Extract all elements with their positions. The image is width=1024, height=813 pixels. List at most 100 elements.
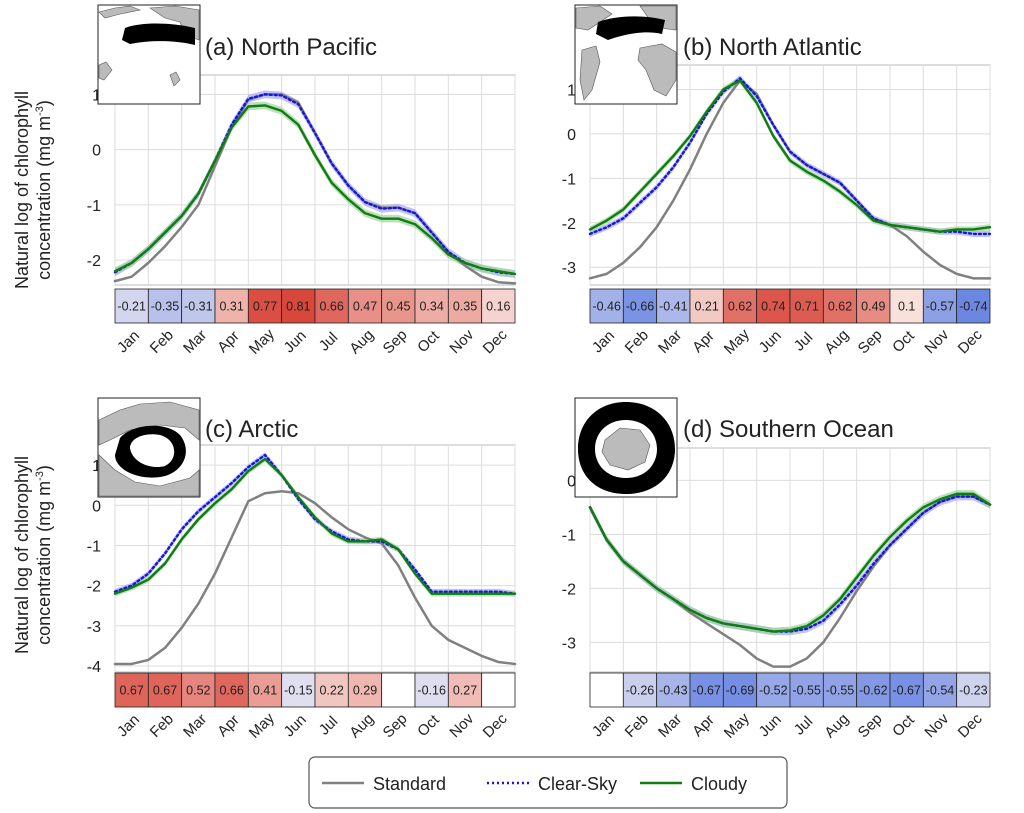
correlation-value: 0.16 [486, 300, 510, 314]
correlation-value: 0.71 [794, 300, 818, 314]
correlation-value: -0.66 [626, 300, 655, 314]
y-tick-label: -3 [562, 260, 576, 277]
inset-map-north-atlantic [574, 4, 678, 105]
y-tick-label: 0 [567, 127, 576, 144]
correlation-value: -0.69 [726, 684, 755, 698]
x-tick-label: Jan [589, 327, 618, 356]
y-tick-label: 0 [92, 143, 101, 160]
correlation-cell [214, 288, 249, 324]
correlation-value: 0.1 [898, 300, 915, 314]
x-tick-label: Oct [414, 327, 443, 356]
correlation-cell [447, 672, 483, 708]
correlation-value: 0.62 [728, 300, 752, 314]
panel-title: (b) North Atlantic [683, 34, 862, 61]
correlation-value: -0.23 [959, 684, 988, 698]
y-tick-label: -1 [87, 538, 101, 555]
correlation-value: 0.62 [828, 300, 852, 314]
x-tick-label: May [721, 709, 753, 741]
correlation-cell [956, 288, 991, 324]
correlation-value: 0.27 [453, 684, 477, 698]
correlation-cell [281, 672, 316, 708]
correlation-cell [314, 672, 349, 708]
x-tick-label: Jul [791, 329, 817, 355]
correlation-value: -0.62 [859, 684, 888, 698]
correlation-cell [656, 672, 691, 708]
correlation-value: -0.35 [151, 300, 180, 314]
correlation-value: 0.74 [761, 300, 785, 314]
y-tick-label: 1 [92, 87, 101, 104]
correlation-value: 0.45 [386, 300, 410, 314]
series-line-cloudy [113, 104, 517, 276]
correlation-cell [856, 672, 891, 708]
correlation-value: -0.15 [284, 684, 313, 698]
correlation-cell [589, 672, 624, 708]
correlation-cell [722, 672, 758, 708]
x-tick-label: Sep [380, 326, 411, 357]
correlation-value: -0.21 [117, 300, 146, 314]
x-tick-label: Aug [821, 710, 852, 741]
y-tick-label: -1 [562, 171, 576, 188]
correlation-cell [922, 288, 958, 324]
y-tick-label: -3 [87, 619, 101, 636]
y-tick-label: -2 [87, 253, 101, 270]
x-tick-label: Feb [622, 327, 652, 357]
x-tick-label: Jun [756, 327, 785, 356]
x-tick-label: May [246, 325, 278, 357]
x-tick-label: Oct [889, 327, 918, 356]
x-tick-label: Jul [316, 329, 342, 355]
correlation-value: -0.57 [926, 300, 955, 314]
x-tick-label: Sep [380, 710, 411, 741]
correlation-value: 0.81 [286, 300, 310, 314]
correlation-cell [756, 672, 791, 708]
correlation-cell [214, 672, 249, 708]
x-tick-label: May [721, 325, 753, 357]
x-tick-label: Aug [346, 710, 377, 741]
correlation-value: 0.21 [694, 300, 718, 314]
correlation-cell [147, 288, 183, 324]
x-tick-label: Mar [655, 711, 685, 741]
x-tick-label: Jun [281, 327, 310, 356]
x-tick-label: Dec [955, 710, 986, 741]
correlation-cell [589, 288, 624, 324]
x-tick-label: Jan [114, 711, 143, 740]
x-tick-label: Mar [655, 327, 685, 357]
correlation-cell [889, 288, 924, 324]
series-line-standard [113, 489, 517, 666]
ylabel-bottom: Natural log of chlorophyll concentration… [12, 456, 54, 654]
series-line-clear-sky [113, 453, 517, 595]
correlation-cell [381, 288, 416, 324]
correlation-cell [381, 672, 416, 708]
correlation-cell [147, 672, 183, 708]
correlation-cell [622, 288, 658, 324]
correlation-cell [689, 288, 724, 324]
series-line-cloudy [588, 492, 992, 633]
panel-title: (a) North Pacific [205, 34, 377, 61]
x-tick-label: Apr [214, 328, 243, 357]
correlation-value: 0.77 [253, 300, 277, 314]
correlation-cell [347, 288, 383, 324]
y-tick-label: -2 [562, 216, 576, 233]
correlation-cell [689, 672, 724, 708]
y-tick-label: -2 [562, 581, 576, 598]
correlation-value: 0.35 [453, 300, 477, 314]
correlation-cell [622, 672, 658, 708]
x-tick-label: Jan [589, 711, 618, 740]
ylabel-top-line2: concentration (mg m-3) [34, 100, 54, 280]
y-tick-label: -2 [87, 579, 101, 596]
x-tick-label: Oct [414, 711, 443, 740]
correlation-cell [247, 672, 283, 708]
correlation-cell [722, 288, 758, 324]
correlation-cell [181, 672, 216, 708]
correlation-value: 0.22 [319, 684, 343, 698]
x-tick-label: Aug [821, 326, 852, 357]
correlation-value: -0.46 [592, 300, 621, 314]
legend-cloudy-label: Cloudy [691, 774, 747, 794]
correlation-value: -0.67 [692, 684, 721, 698]
correlation-cell [247, 288, 283, 324]
correlation-value: -0.43 [659, 684, 688, 698]
correlation-value: -0.31 [184, 300, 213, 314]
correlation-cell [347, 672, 383, 708]
y-tick-label: 1 [567, 82, 576, 99]
correlation-cell [656, 288, 691, 324]
